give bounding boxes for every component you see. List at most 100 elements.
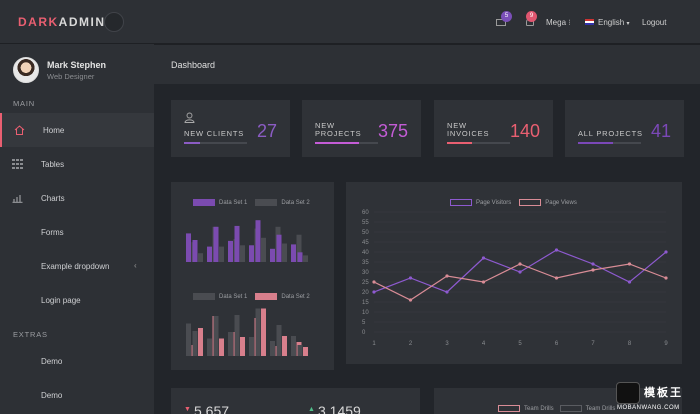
data-point <box>372 290 376 294</box>
sidebar-item-demo-1[interactable]: Demo <box>0 344 154 378</box>
legend-label: Team Drills <box>585 405 616 412</box>
bar-1 <box>276 234 282 262</box>
bar-1 <box>234 315 240 356</box>
watermark-url: MOBANWANG.COM <box>617 405 680 411</box>
sidebar-item-tables[interactable]: Tables <box>0 147 154 181</box>
sidebar-item-forms[interactable]: Forms <box>0 215 154 249</box>
data-point <box>408 298 413 302</box>
flag-icon <box>585 19 594 25</box>
y-tick-label: 45 <box>362 240 369 246</box>
sidebar-section-main: MAIN <box>13 99 35 108</box>
user-menu[interactable]: Mega ⁝ <box>546 18 571 27</box>
stat-progress-fill <box>315 142 360 144</box>
x-tick-label: 6 <box>555 341 559 347</box>
stat-title-line: ALL PROJECTS <box>578 129 643 138</box>
line-chart-card: Page Visitors Page Views 0 5 10 15 20 25 30 35 4… <box>346 182 682 364</box>
bar-2 <box>198 328 203 356</box>
bar-1 <box>207 338 212 356</box>
sidebar-item-label: Demo <box>41 391 63 400</box>
stat-progress-fill <box>578 142 613 144</box>
up-arrow-icon: ▲ <box>308 406 315 413</box>
sidebar-item-login-page[interactable]: Login page <box>0 283 154 317</box>
sidebar-item-home[interactable]: Home <box>0 113 154 147</box>
stat-value: 27 <box>256 121 277 141</box>
user-icon <box>184 112 195 123</box>
stat-card-all-projects: ALL PROJECTS 41 <box>565 100 684 157</box>
bar-1 <box>291 336 296 356</box>
legend-label: Data Set 2 <box>281 199 310 206</box>
stat-value: 375 <box>377 121 408 141</box>
bottom-chart-legend: Team Drills Team Drills <box>498 405 615 412</box>
watermark-icon <box>616 382 640 404</box>
stat-card-new-clients: NEW CLIENTS 27 <box>171 100 290 157</box>
legend-swatch <box>255 199 278 206</box>
stat-progress <box>315 142 378 144</box>
legend-swatch <box>193 293 215 300</box>
x-tick-label: 5 <box>518 341 522 347</box>
data-point <box>591 262 595 266</box>
y-tick-label: 50 <box>362 230 369 236</box>
legend-swatch <box>498 405 520 412</box>
stat-title-line: NEW <box>447 121 467 130</box>
bar-charts-card: Data Set 1 Data Set 2 Data Set 1 Data Se… <box>171 182 334 370</box>
bar-1 <box>192 331 198 356</box>
bar-chart-icon <box>12 195 23 203</box>
bar-2 <box>261 237 266 262</box>
legend-swatch <box>255 293 278 300</box>
y-tick-label: 10 <box>362 310 369 316</box>
notifications-badge: 9 <box>526 11 537 22</box>
stat-title: NEW INVOICES <box>447 122 489 138</box>
padlock-icon <box>12 227 23 237</box>
sidebar-item-label: Home <box>43 126 65 135</box>
data-point <box>372 280 376 284</box>
stat-title-line: PROJECTS <box>315 129 362 138</box>
stat-progress-fill <box>447 142 473 144</box>
bar-1 <box>186 323 191 356</box>
sidebar-item-label: Charts <box>41 194 65 203</box>
bar-2 <box>240 245 245 262</box>
y-tick-label: 60 <box>362 210 369 216</box>
data-point <box>518 270 522 274</box>
menu-toggle-button[interactable] <box>104 12 124 32</box>
bottom-stat-2: 3,1459 <box>318 403 361 414</box>
sidebar-item-example-dropdown[interactable]: Example dropdown ‹ <box>0 249 154 283</box>
x-tick-label: 8 <box>628 341 632 347</box>
language-dropdown[interactable]: English ▾ <box>598 18 630 27</box>
bar-1 <box>270 341 275 356</box>
sidebar-item-charts[interactable]: Charts <box>0 181 154 215</box>
brand-logo[interactable]: DARKADMIN <box>18 15 106 29</box>
logout-link[interactable]: Logout <box>642 18 667 27</box>
stat-card-new-invoices: NEW INVOICES 140 <box>434 100 553 157</box>
data-point <box>664 250 668 254</box>
stat-title: NEW PROJECTS <box>315 122 361 138</box>
bar-chart-2-legend: Data Set 1 Data Set 2 <box>193 293 310 300</box>
down-arrow-icon: ▼ <box>184 406 191 413</box>
legend-label: Data Set 1 <box>219 199 248 206</box>
profile-name: Mark Stephen <box>47 60 107 70</box>
y-tick-label: 35 <box>362 260 369 266</box>
messages-badge: 5 <box>501 11 512 22</box>
legend-label: Page Visitors <box>476 199 512 206</box>
bar-2 <box>219 338 224 356</box>
stat-card-new-projects: NEW PROJECTS 375 <box>302 100 421 157</box>
sidebar-item-label: Login page <box>41 296 81 305</box>
page-header: Dashboard <box>154 44 700 84</box>
bar-1 <box>228 240 233 262</box>
bar-1 <box>276 325 282 356</box>
data-point <box>664 276 668 280</box>
watermark-title: 模板王 <box>644 387 683 399</box>
bar-1 <box>234 225 240 262</box>
bottom-chart-card: Team Drills Team Drills <box>434 388 682 414</box>
bar-2 <box>282 336 287 356</box>
data-point <box>481 280 486 284</box>
user-menu-label: Mega <box>546 18 567 27</box>
data-point <box>554 248 559 252</box>
sidebar-item-demo-2[interactable]: Demo <box>0 378 154 412</box>
data-point <box>591 268 595 272</box>
bar-2 <box>198 253 203 262</box>
stat-title-line: NEW <box>315 121 335 130</box>
y-tick-label: 55 <box>362 220 369 226</box>
data-point <box>518 262 522 266</box>
stat-title-line: INVOICES <box>447 129 490 138</box>
